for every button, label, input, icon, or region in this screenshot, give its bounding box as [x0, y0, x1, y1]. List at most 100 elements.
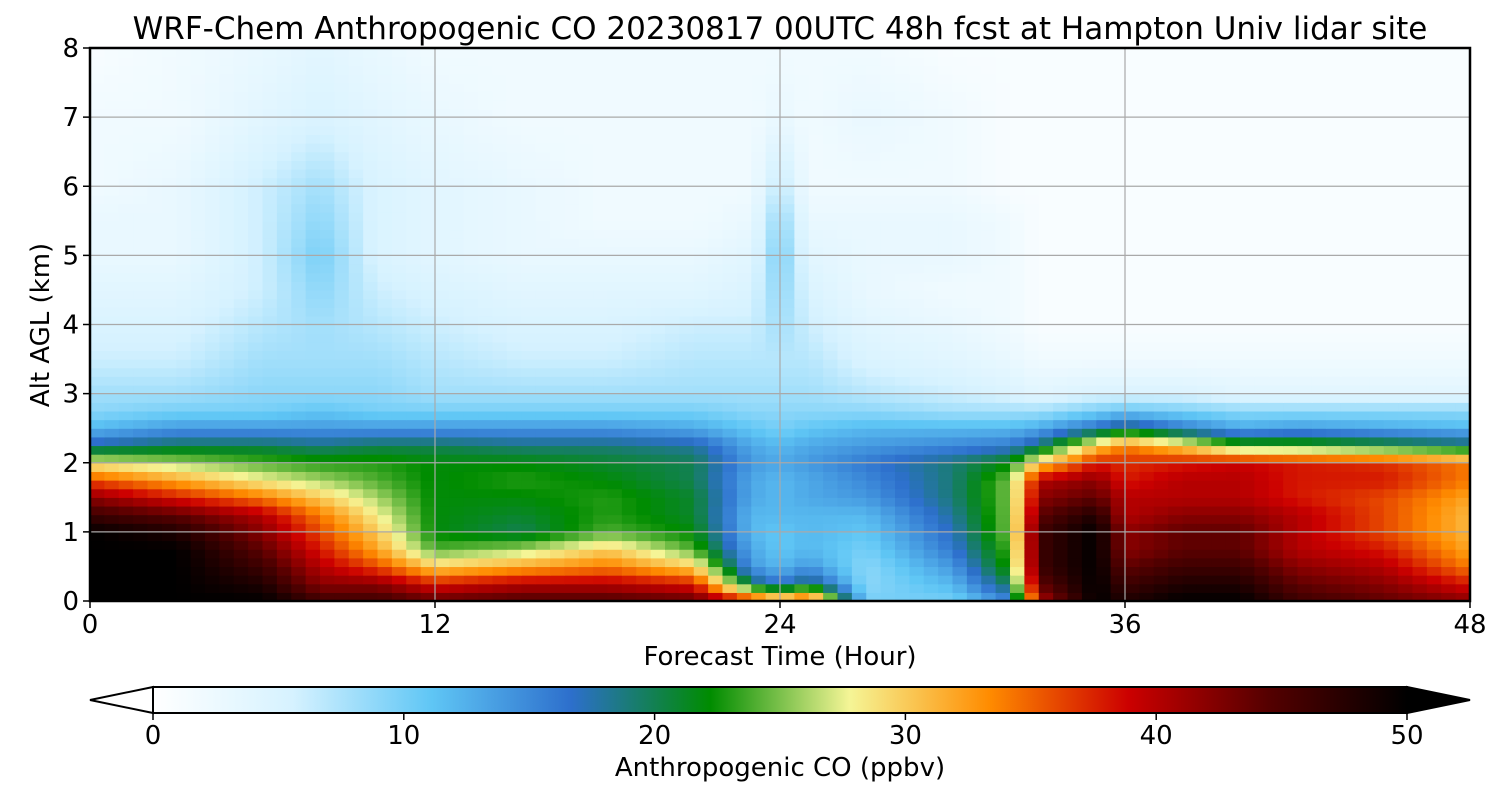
heatmap-cell [1240, 186, 1255, 196]
heatmap-cell [435, 376, 450, 386]
heatmap-cell [1153, 454, 1169, 464]
heatmap-cell [1153, 315, 1169, 326]
heatmap-cell [751, 246, 767, 256]
heatmap-cell [952, 471, 968, 481]
heatmap-cell [665, 419, 680, 429]
heatmap-cell [794, 384, 810, 395]
heatmap-cell [305, 471, 321, 481]
heatmap-cell [1196, 523, 1212, 533]
heatmap-cell [1038, 523, 1054, 533]
heatmap-cell [190, 367, 206, 377]
heatmap-cell [1455, 575, 1470, 585]
heatmap-cell [550, 255, 565, 265]
heatmap-cell [449, 488, 465, 498]
heatmap-cell [564, 246, 580, 256]
heatmap-cell [449, 514, 465, 524]
heatmap-cell [1010, 445, 1025, 455]
heatmap-cell [1340, 168, 1356, 179]
heatmap-cell [1383, 212, 1399, 222]
heatmap-cell [995, 264, 1011, 274]
heatmap-cell [981, 393, 997, 403]
heatmap-cell [1455, 264, 1470, 274]
heatmap-cell [679, 229, 695, 239]
heatmap-cell [621, 281, 637, 291]
heatmap-cell [578, 566, 594, 576]
heatmap-cell [665, 488, 680, 498]
heatmap-cell [1053, 445, 1069, 455]
heatmap-cell [578, 194, 594, 205]
heatmap-cell [233, 384, 249, 395]
heatmap-cell [219, 523, 235, 533]
heatmap-cell [104, 151, 120, 161]
heatmap-cell [966, 540, 982, 550]
heatmap-cell [1182, 255, 1198, 265]
heatmap-cell [1455, 350, 1470, 360]
heatmap-cell [1455, 177, 1470, 187]
heatmap-cell [765, 488, 781, 498]
heatmap-cell [780, 592, 795, 601]
heatmap-cell [348, 514, 364, 524]
heatmap-cell [1139, 359, 1155, 369]
heatmap-cell [320, 264, 335, 274]
heatmap-cell [463, 540, 479, 550]
heatmap-cell [1182, 203, 1198, 213]
heatmap-cell [248, 160, 264, 170]
heatmap-cell [621, 315, 637, 326]
heatmap-cell [607, 350, 623, 360]
heatmap-cell [1010, 376, 1025, 386]
heatmap-cell [219, 540, 235, 550]
heatmap-cell [665, 514, 680, 524]
heatmap-cell [1283, 497, 1299, 507]
heatmap-cell [607, 592, 623, 601]
heatmap-cell [104, 549, 120, 559]
heatmap-cell [1426, 272, 1442, 282]
heatmap-cell [492, 566, 508, 576]
heatmap-cell [334, 514, 350, 524]
heatmap-cell [305, 480, 321, 490]
heatmap-cell [736, 324, 752, 334]
heatmap-cell [593, 324, 609, 334]
heatmap-cell [866, 289, 882, 300]
heatmap-cell [478, 307, 494, 317]
heatmap-cell [1038, 419, 1054, 429]
heatmap-cell [377, 151, 393, 161]
heatmap-cell [1398, 497, 1414, 507]
heatmap-cell [118, 229, 134, 239]
heatmap-cell [966, 462, 982, 472]
heatmap-cell [435, 212, 450, 222]
heatmap-cell [291, 212, 307, 222]
heatmap-cell [866, 384, 882, 395]
heatmap-cell [780, 289, 795, 300]
heatmap-cell [636, 246, 652, 256]
heatmap-cell [938, 410, 954, 421]
heatmap-cell [751, 402, 767, 412]
heatmap-cell [693, 238, 709, 248]
heatmap-cell [1211, 307, 1227, 317]
heatmap-cell [1311, 488, 1327, 498]
heatmap-cell [708, 566, 724, 576]
heatmap-cell [1369, 168, 1385, 179]
heatmap-cell [219, 575, 235, 585]
heatmap-cell [276, 333, 292, 343]
heatmap-cell [808, 393, 824, 403]
heatmap-cell [147, 419, 163, 429]
heatmap-cell [1067, 160, 1083, 170]
heatmap-cell [808, 419, 824, 429]
heatmap-cell [190, 238, 206, 248]
heatmap-cell [995, 549, 1011, 559]
heatmap-cell [1096, 514, 1112, 524]
heatmap-cell [607, 505, 623, 516]
heatmap-cell [909, 367, 925, 377]
heatmap-cell [1067, 289, 1083, 300]
heatmap-cell [607, 281, 623, 291]
heatmap-cell [190, 350, 206, 360]
heatmap-cell [1412, 177, 1428, 187]
heatmap-cell [1240, 367, 1255, 377]
heatmap-cell [1153, 220, 1169, 231]
heatmap-cell [535, 488, 551, 498]
heatmap-cell [578, 264, 594, 274]
heatmap-cell [1211, 359, 1227, 369]
heatmap-cell [837, 203, 853, 213]
heatmap-cell [607, 497, 623, 507]
heatmap-cell [305, 419, 321, 429]
